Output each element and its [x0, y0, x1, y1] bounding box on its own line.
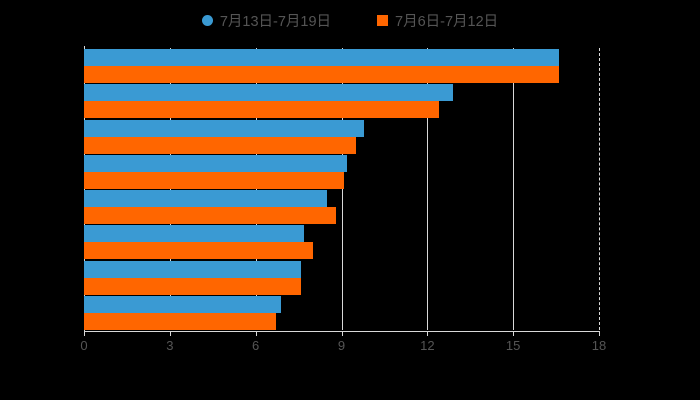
bar-日本-series-0[interactable]	[84, 260, 302, 278]
gridline-18	[599, 48, 600, 330]
bar-法国-series-0[interactable]	[84, 154, 348, 172]
bar-美国-series-1[interactable]	[84, 66, 559, 83]
gridline-3	[169, 48, 171, 330]
bar-德国-series-0[interactable]	[84, 84, 454, 102]
tick-3	[169, 331, 171, 336]
x-tick-label: 0	[80, 338, 88, 353]
x-tick-label: 12	[420, 338, 435, 353]
bar-韩国-series-1[interactable]	[84, 136, 356, 154]
bar-中国-series-0[interactable]	[84, 225, 305, 243]
chart-legend: 7月13日-7月19日 7月6日-7月12日	[0, 8, 700, 32]
gridline-9	[341, 48, 343, 330]
y-axis-line	[84, 46, 85, 332]
legend-item-series-0[interactable]: 7月13日-7月19日	[201, 10, 332, 31]
legend-item-series-1[interactable]: 7月6日-7月12日	[377, 10, 498, 31]
legend-label-series-0: 7月13日-7月19日	[219, 13, 332, 30]
bar-英国-series-1[interactable]	[84, 312, 276, 330]
x-tick-label: 6	[252, 338, 260, 353]
bar-其他-series-1[interactable]	[84, 207, 336, 224]
gridline-15	[513, 48, 515, 330]
x-tick-label: 9	[337, 338, 346, 353]
gridline-12	[427, 48, 429, 330]
x-tick-label: 3	[166, 338, 174, 353]
legend-marker-square-icon	[377, 14, 389, 26]
tick-15	[513, 331, 515, 336]
x-tick-label: 15	[505, 338, 521, 353]
bar-英国-series-0[interactable]	[84, 295, 282, 313]
bar-其他-series-0[interactable]	[84, 190, 328, 207]
bar-法国-series-1[interactable]	[84, 171, 345, 189]
tick-12	[427, 331, 429, 336]
bar-日本-series-1[interactable]	[84, 277, 302, 295]
tick-9	[341, 331, 343, 336]
bar-韩国-series-0[interactable]	[84, 119, 365, 137]
plot-area	[84, 48, 599, 330]
bar-德国-series-1[interactable]	[84, 101, 439, 119]
tick-0	[84, 331, 85, 336]
legend-marker-circle-icon	[201, 14, 213, 26]
legend-label-series-1: 7月6日-7月12日	[395, 13, 499, 30]
bar-美国-series-0[interactable]	[84, 49, 559, 66]
gridline-6	[255, 48, 257, 330]
tick-6	[255, 331, 257, 336]
bar-中国-series-1[interactable]	[84, 242, 313, 260]
x-tick-label: 18	[591, 338, 607, 353]
tick-18	[599, 331, 600, 336]
